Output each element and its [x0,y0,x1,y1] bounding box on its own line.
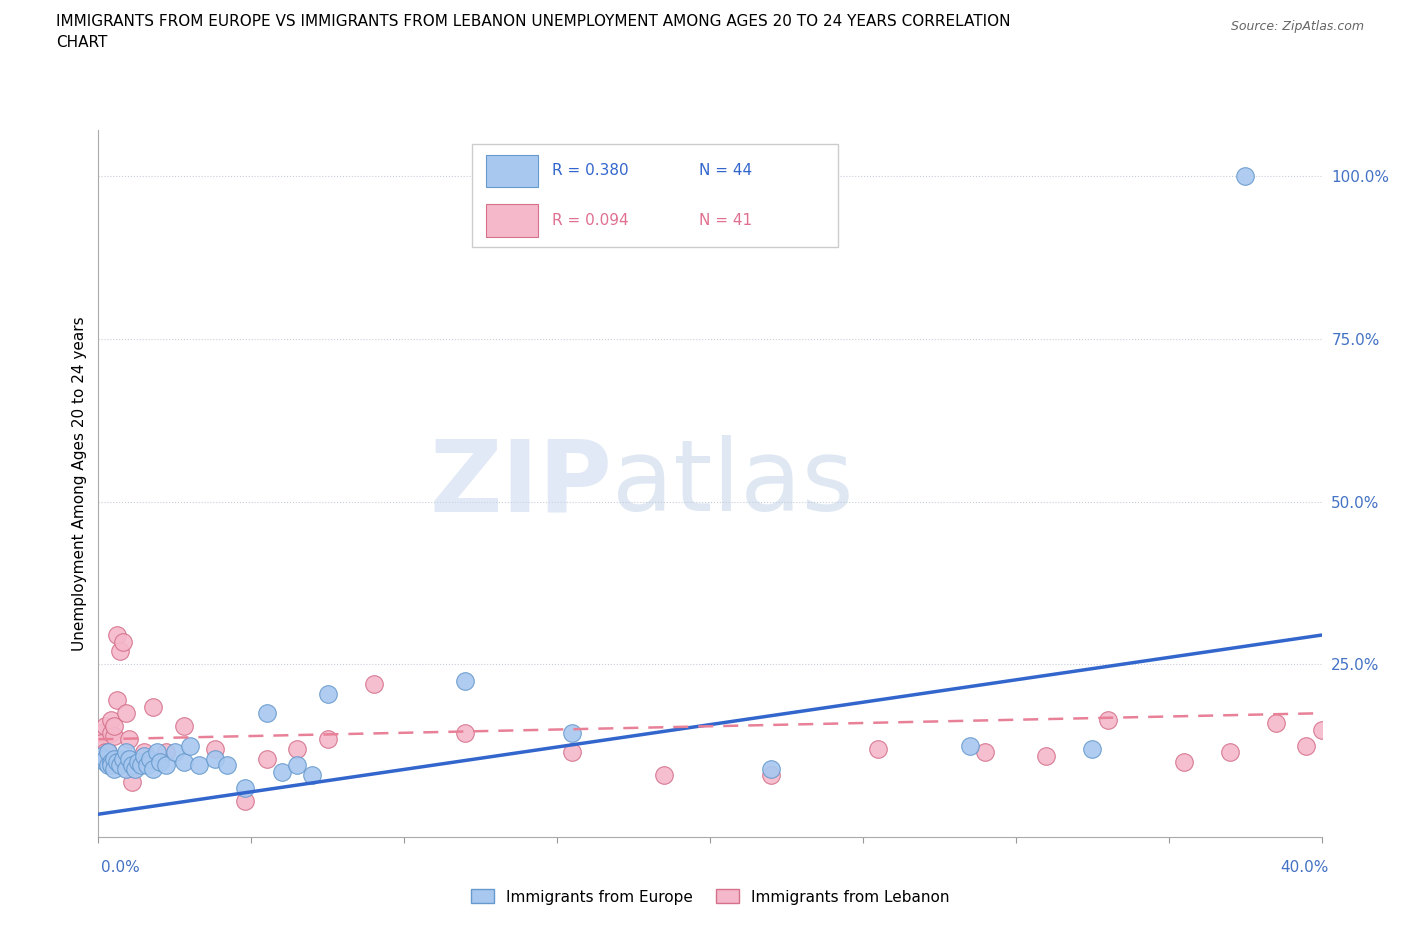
Point [233,780,256,795]
Point [155,758,177,773]
Point [285,758,308,773]
Point [316,732,339,747]
Point [108,644,131,658]
Point [204,741,226,756]
Point [1264,715,1286,730]
Point [134,748,156,763]
Point [121,774,143,789]
Text: ZIP: ZIP [429,435,612,532]
Point [1310,722,1333,737]
Point [105,754,128,769]
Point [103,751,125,766]
Point [145,745,167,760]
Point [90,735,112,750]
Point [173,719,195,734]
Text: 40.0%: 40.0% [1281,860,1329,875]
Point [129,758,152,773]
Point [188,758,211,773]
Point [93,751,115,766]
Point [233,793,256,808]
Point [93,719,115,734]
Point [454,725,477,740]
Point [155,745,177,760]
Point [363,676,385,691]
Point [124,761,146,776]
Point [561,745,583,760]
Point [115,706,138,721]
Text: IMMIGRANTS FROM EUROPE VS IMMIGRANTS FROM LEBANON UNEMPLOYMENT AMONG AGES 20 TO : IMMIGRANTS FROM EUROPE VS IMMIGRANTS FRO… [56,14,1011,29]
Point [136,758,159,773]
Point [93,745,115,760]
Point [103,719,125,734]
Point [173,754,195,769]
Point [97,745,120,760]
Point [100,758,122,773]
Point [142,699,165,714]
Point [97,754,120,769]
Point [652,767,675,782]
Point [121,758,143,773]
Point [1219,745,1241,760]
Point [115,745,138,760]
Point [100,725,122,740]
Point [134,745,156,760]
Point [163,745,186,760]
Point [868,741,890,756]
Text: 0.0%: 0.0% [101,860,141,875]
Point [256,706,278,721]
Point [105,693,128,708]
Point [127,754,149,769]
Point [118,732,141,747]
Point [1097,712,1119,727]
Point [454,673,477,688]
Point [108,758,131,773]
Text: atlas: atlas [612,435,853,532]
Point [127,754,149,769]
Point [1173,754,1195,769]
Point [90,725,112,740]
Point [118,751,141,766]
Point [1295,738,1317,753]
Point [100,754,122,769]
Point [103,761,125,776]
Point [115,761,138,776]
Legend: Immigrants from Europe, Immigrants from Lebanon: Immigrants from Europe, Immigrants from … [464,884,956,910]
Point [270,764,292,779]
Point [105,628,128,643]
Text: Source: ZipAtlas.com: Source: ZipAtlas.com [1230,20,1364,33]
Point [204,751,226,766]
Text: CHART: CHART [56,35,108,50]
Point [959,738,981,753]
Point [97,758,120,773]
Y-axis label: Unemployment Among Ages 20 to 24 years: Unemployment Among Ages 20 to 24 years [72,316,87,651]
Point [561,725,583,740]
Point [974,745,997,760]
Point [93,754,115,769]
Point [100,712,122,727]
Point [316,686,339,701]
Point [139,751,162,766]
Point [1234,168,1257,183]
Point [111,751,134,766]
Point [179,738,201,753]
Point [97,745,120,760]
Point [111,634,134,649]
Point [1035,748,1057,763]
Point [1081,741,1104,756]
Point [301,767,323,782]
Point [149,754,172,769]
Point [256,751,278,766]
Point [215,758,238,773]
Point [285,741,308,756]
Point [103,728,125,743]
Point [142,761,165,776]
Point [759,767,782,782]
Point [90,748,112,763]
Point [759,761,782,776]
